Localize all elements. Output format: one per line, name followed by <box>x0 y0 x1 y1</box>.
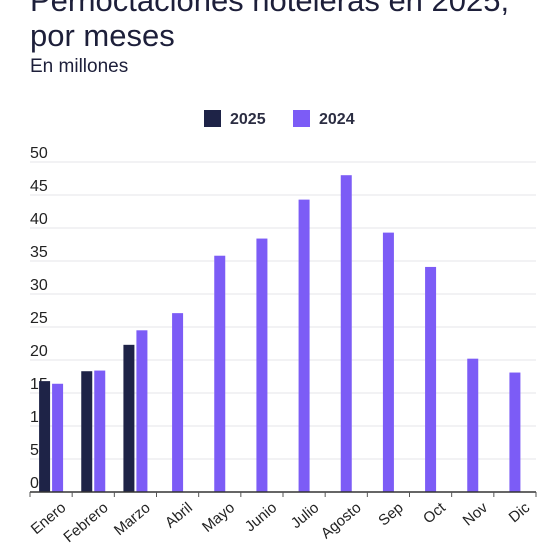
y-tick-label-25: 25 <box>30 310 48 327</box>
y-tick-label-5: 5 <box>30 442 39 459</box>
chart-grid <box>30 161 536 460</box>
y-tick-label-45: 45 <box>30 178 48 195</box>
bar-2024-febrero <box>94 370 106 492</box>
y-tick-label-40: 40 <box>30 211 48 228</box>
bar-2024-abril <box>172 313 184 492</box>
y-tick-label-20: 20 <box>30 343 48 360</box>
legend-swatch-2024 <box>293 110 310 127</box>
x-tick-label-nov: Nov <box>460 499 492 529</box>
bar-2024-nov <box>467 358 479 492</box>
bar-2024-junio <box>256 238 268 492</box>
x-tick-label-marzo: Marzo <box>111 499 154 539</box>
x-tick-label-febrero: Febrero <box>60 499 111 546</box>
bar-2024-mayo <box>214 255 226 492</box>
x-tick-label-agosto: Agosto <box>318 499 365 542</box>
x-tick-label-julio: Julio <box>288 499 323 532</box>
x-tick-label-sep: Sep <box>375 499 406 529</box>
chart-legend: 2025 2024 <box>204 110 355 128</box>
bar-2024-dic <box>509 372 521 492</box>
chart-title-text: Pernoctaciones hoteleras en 2025, por me… <box>30 0 510 53</box>
x-tick-label-dic: Dic <box>506 499 534 526</box>
x-tick-label-junio: Junio <box>242 499 280 535</box>
bar-2024-enero <box>52 383 64 492</box>
y-tick-label-35: 35 <box>30 244 48 261</box>
bar-2025-marzo <box>123 344 135 492</box>
y-tick-label-30: 30 <box>30 277 48 294</box>
bars-group <box>39 175 521 492</box>
chart-title: Pernoctaciones hoteleras en 2025, por me… <box>30 0 560 53</box>
x-tick-label-mayo: Mayo <box>199 499 238 536</box>
legend-label-2024: 2024 <box>319 111 355 128</box>
x-tick-label-abril: Abril <box>162 499 196 531</box>
bar-2024-marzo <box>136 330 148 492</box>
bar-2024-sep <box>382 232 394 492</box>
bar-2025-febrero <box>81 371 93 492</box>
bar-2024-oct <box>425 266 437 492</box>
y-tick-label-0: 0 <box>30 475 39 492</box>
bar-2025-enero <box>39 381 51 492</box>
bar-2024-julio <box>298 199 310 492</box>
chart-subtitle: En millones <box>30 56 129 77</box>
x-tick-label-oct: Oct <box>420 499 449 528</box>
legend-swatch-2025 <box>204 110 221 127</box>
legend-label-2025: 2025 <box>230 111 266 128</box>
y-tick-label-50: 50 <box>30 145 48 162</box>
bar-2024-agosto <box>340 175 352 492</box>
